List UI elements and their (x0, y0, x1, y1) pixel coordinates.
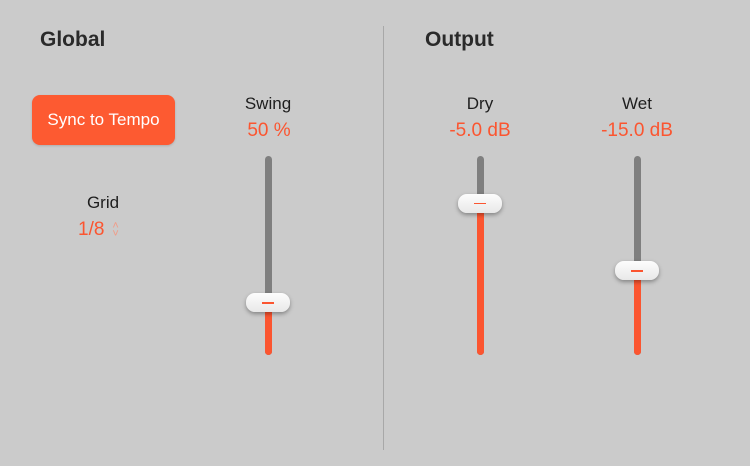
swing-slider-fill (265, 303, 272, 355)
dry-label: Dry (466, 94, 494, 113)
dry-slider-fill (477, 203, 484, 355)
swing-slider-thumb[interactable] (246, 293, 290, 313)
swing-value: 50 % (247, 120, 291, 141)
swing-slider[interactable] (246, 156, 290, 355)
swing-label: Swing (244, 94, 292, 113)
wet-label: Wet (622, 94, 652, 113)
dry-slider[interactable] (458, 156, 502, 355)
wet-slider[interactable] (615, 156, 659, 355)
section-divider (383, 26, 384, 450)
wet-slider-thumb[interactable] (615, 261, 659, 281)
sync-to-tempo-button[interactable]: Sync to Tempo (32, 95, 175, 145)
wet-value: -15.0 dB (601, 120, 673, 141)
up-down-chevron-icon: ˄ ˅ (112, 220, 119, 240)
global-title: Global (40, 28, 106, 51)
output-title: Output (425, 28, 494, 51)
grid-value: 1/8 (78, 219, 105, 240)
grid-selector[interactable]: 1/8 ˄ ˅ (78, 219, 119, 241)
dry-value: -5.0 dB (449, 120, 511, 141)
grid-label: Grid (86, 193, 120, 212)
wet-slider-fill (634, 271, 641, 355)
dry-slider-thumb[interactable] (458, 193, 502, 213)
